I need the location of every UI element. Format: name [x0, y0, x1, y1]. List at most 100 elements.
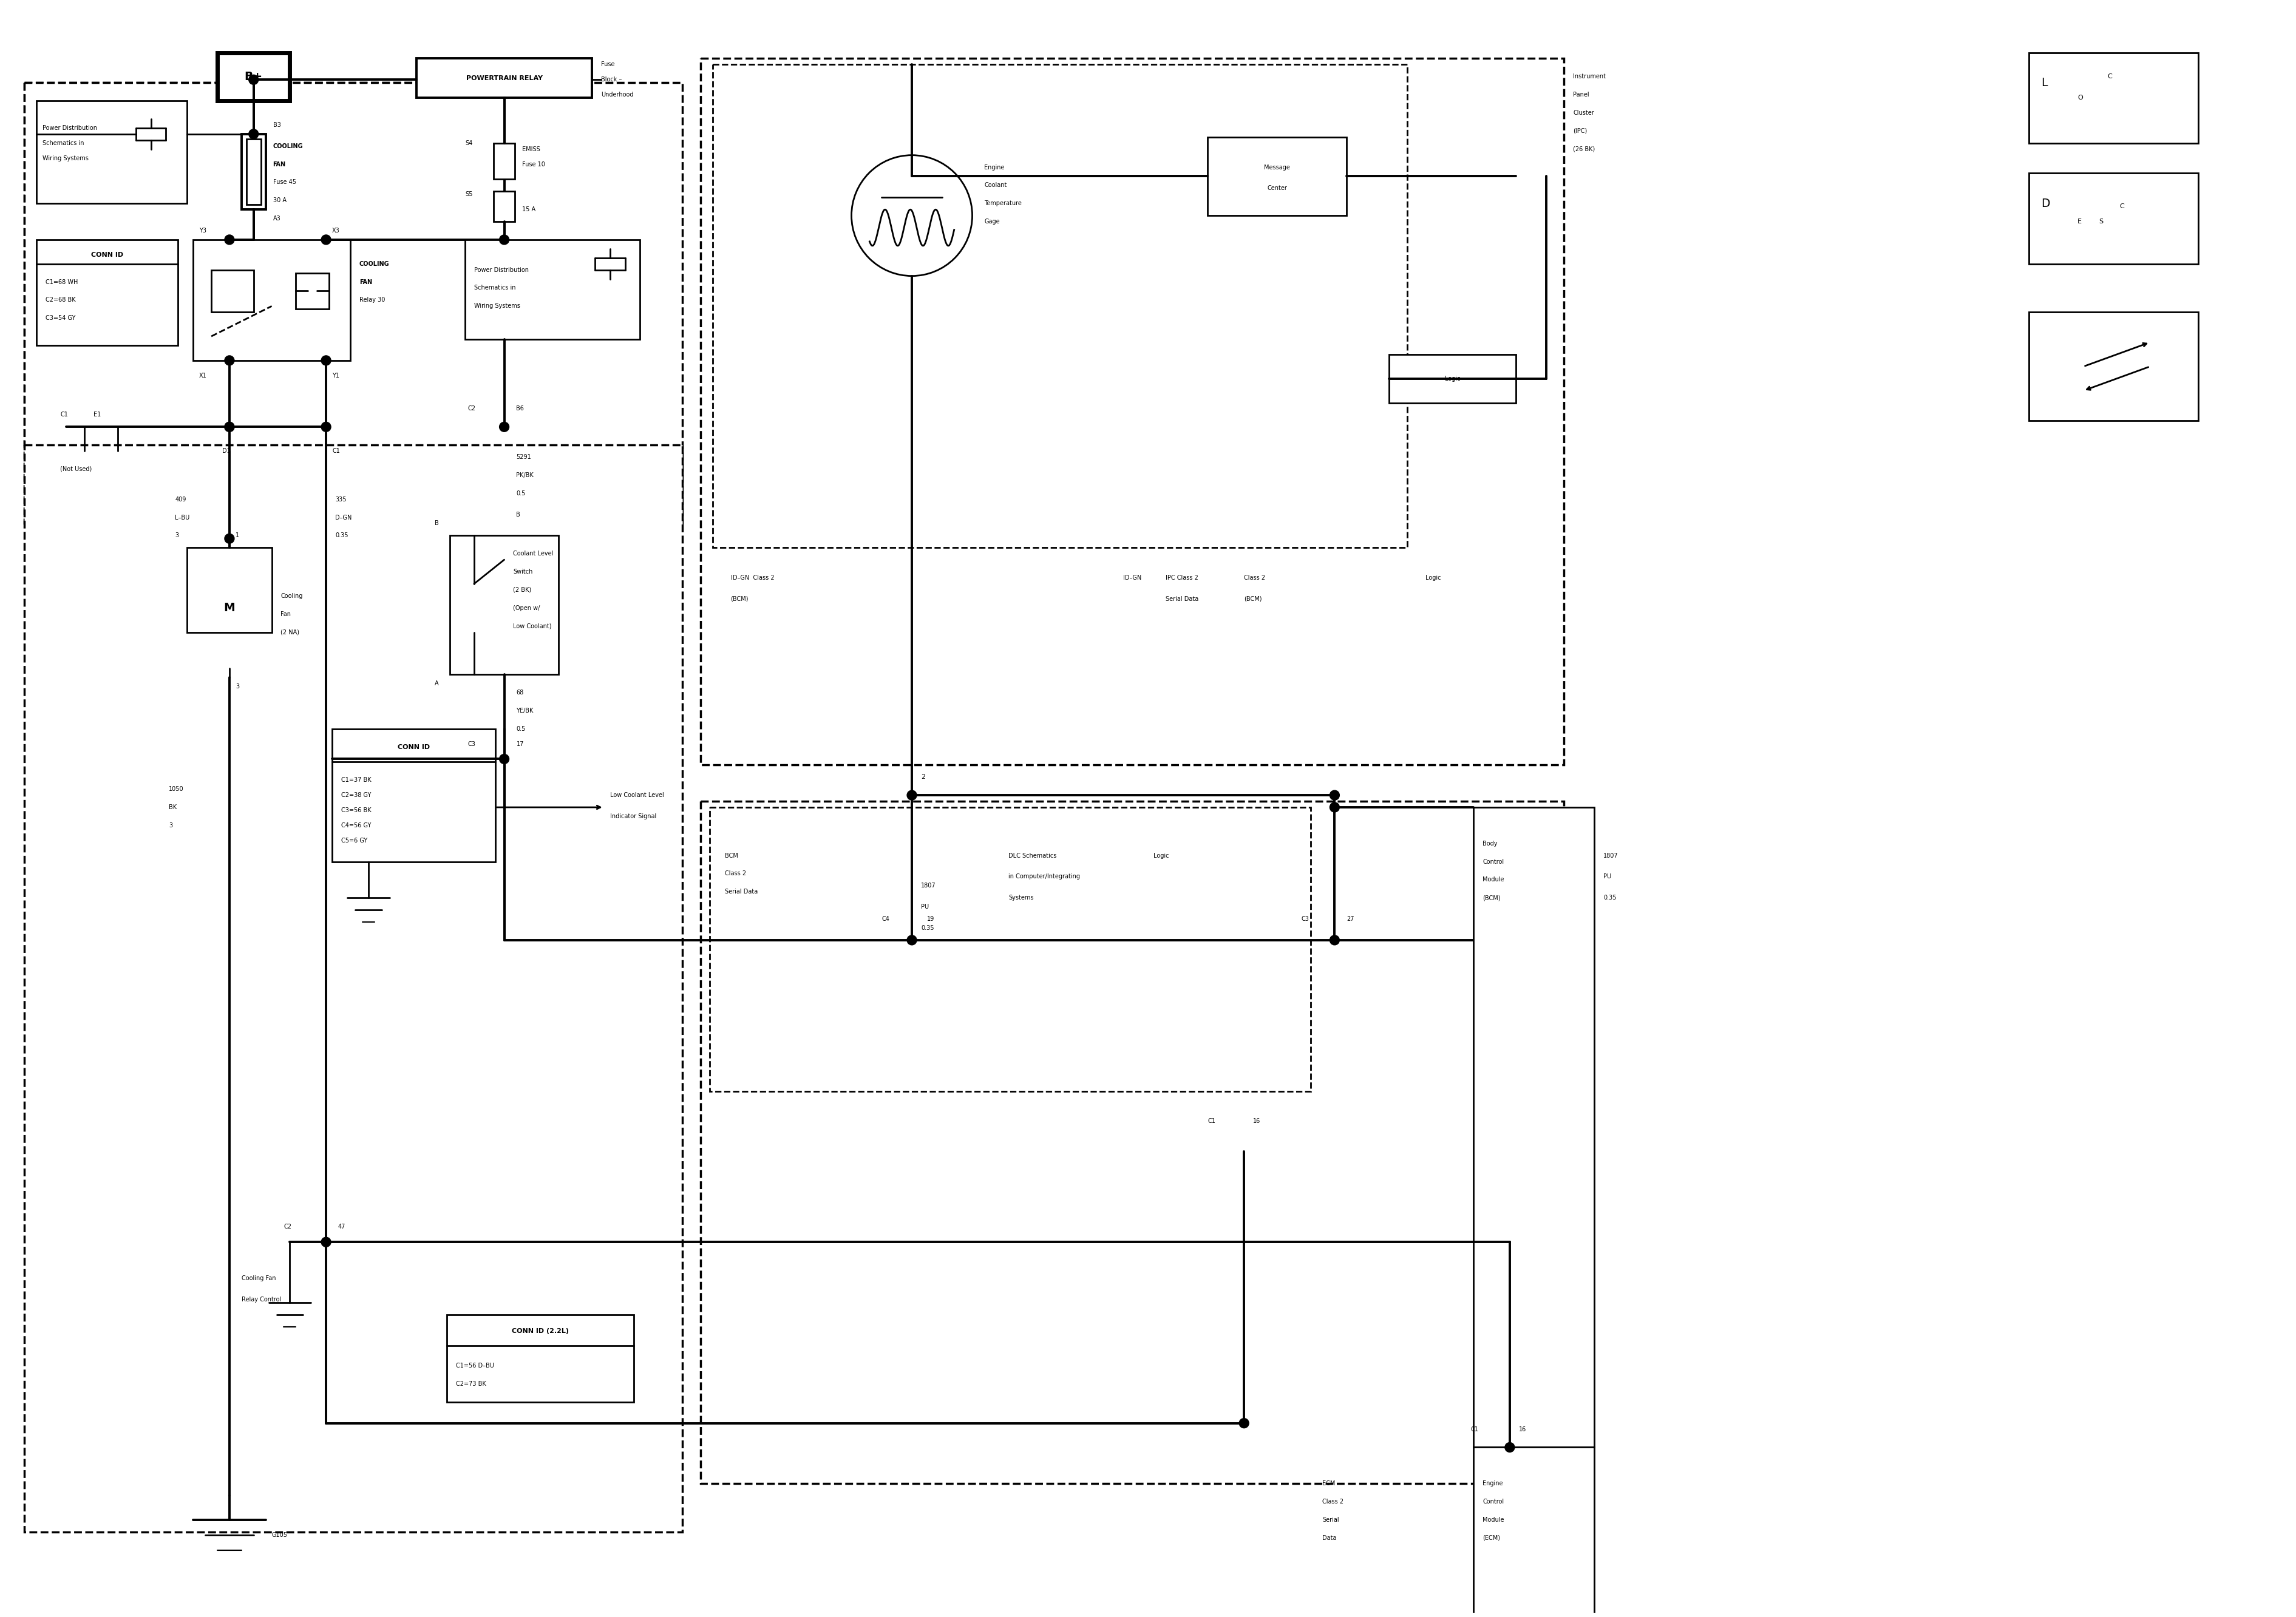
- Bar: [494, 191, 514, 222]
- Text: 16: 16: [1254, 1119, 1261, 1124]
- Text: (2 BK): (2 BK): [514, 587, 533, 593]
- Text: (2 NA): (2 NA): [280, 629, 298, 635]
- Text: COOLING: COOLING: [273, 142, 303, 149]
- Text: B3: B3: [273, 121, 280, 128]
- Text: EMISS: EMISS: [521, 146, 540, 152]
- Bar: [23, 82, 682, 524]
- Text: 1: 1: [236, 532, 239, 538]
- Bar: [211, 270, 253, 312]
- Text: CONN ID: CONN ID: [92, 252, 124, 257]
- Text: ID–GN: ID–GN: [1123, 574, 1141, 581]
- Circle shape: [501, 234, 510, 244]
- Text: B+: B+: [243, 71, 262, 82]
- Text: C1: C1: [333, 448, 340, 454]
- Text: 3: 3: [174, 532, 179, 538]
- Circle shape: [501, 422, 510, 432]
- Text: IPC Class 2: IPC Class 2: [1166, 574, 1199, 581]
- Text: Class 2: Class 2: [726, 870, 746, 876]
- Text: Instrument: Instrument: [1573, 74, 1605, 79]
- Text: PU: PU: [921, 904, 930, 910]
- Bar: [712, 65, 1407, 548]
- Text: Switch: Switch: [514, 569, 533, 574]
- Text: Relay Control: Relay Control: [241, 1297, 280, 1302]
- Bar: [2030, 52, 2197, 142]
- Text: Logic: Logic: [1153, 852, 1169, 859]
- Text: (BCM): (BCM): [1483, 894, 1502, 901]
- Text: S: S: [2099, 218, 2103, 225]
- Text: C1=68 WH: C1=68 WH: [46, 280, 78, 285]
- Text: Low Coolant Level: Low Coolant Level: [611, 792, 664, 799]
- Bar: [296, 273, 328, 309]
- Circle shape: [1329, 935, 1339, 944]
- Text: O: O: [2078, 95, 2082, 100]
- Text: Message: Message: [1265, 165, 1290, 170]
- Text: A: A: [434, 681, 439, 687]
- Text: X3: X3: [333, 228, 340, 234]
- Bar: [416, 58, 592, 97]
- Text: YE/BK: YE/BK: [517, 708, 533, 713]
- Text: Control: Control: [1483, 1499, 1504, 1505]
- Text: 3: 3: [236, 684, 239, 689]
- Text: (ECM): (ECM): [1483, 1535, 1499, 1541]
- Bar: [333, 729, 496, 862]
- Text: Power Distribution: Power Distribution: [41, 125, 96, 131]
- Text: Gage: Gage: [985, 218, 999, 225]
- Text: Relay 30: Relay 30: [358, 298, 386, 302]
- Text: (Not Used): (Not Used): [60, 466, 92, 472]
- Text: C5=6 GY: C5=6 GY: [342, 838, 367, 844]
- Text: Module: Module: [1483, 1517, 1504, 1523]
- Circle shape: [1329, 802, 1339, 812]
- Text: Center: Center: [1267, 186, 1288, 191]
- Circle shape: [1504, 1442, 1515, 1452]
- Text: C2=38 GY: C2=38 GY: [342, 792, 372, 799]
- Circle shape: [501, 754, 510, 763]
- Circle shape: [1240, 1418, 1249, 1428]
- Circle shape: [225, 356, 234, 365]
- Text: 1050: 1050: [170, 786, 184, 792]
- Text: 17: 17: [517, 741, 523, 747]
- Text: B: B: [517, 511, 521, 517]
- Text: G105: G105: [271, 1531, 287, 1538]
- Text: Fuse 10: Fuse 10: [521, 162, 546, 167]
- Bar: [193, 239, 351, 361]
- Text: C2=73 BK: C2=73 BK: [457, 1381, 487, 1387]
- Text: FAN: FAN: [273, 162, 285, 167]
- Text: C3=54 GY: C3=54 GY: [46, 315, 76, 322]
- Text: Fuse 45: Fuse 45: [273, 179, 296, 186]
- Bar: [37, 239, 179, 346]
- Text: BCM: BCM: [726, 852, 737, 859]
- Bar: [494, 142, 514, 179]
- Text: 3: 3: [170, 823, 172, 828]
- Text: (IPC): (IPC): [1573, 128, 1587, 134]
- Text: Wiring Systems: Wiring Systems: [473, 302, 521, 309]
- Text: Power Distribution: Power Distribution: [473, 267, 528, 273]
- Text: L: L: [2041, 78, 2048, 89]
- Text: Module: Module: [1483, 876, 1504, 883]
- Text: FAN: FAN: [358, 280, 372, 285]
- Text: C4=56 GY: C4=56 GY: [342, 823, 372, 828]
- Text: 27: 27: [1348, 915, 1355, 922]
- Text: Body: Body: [1483, 841, 1497, 847]
- Text: Class 2: Class 2: [1322, 1499, 1343, 1505]
- Bar: [23, 82, 459, 445]
- Text: S4: S4: [466, 141, 473, 146]
- Circle shape: [1329, 791, 1339, 800]
- Text: 1807: 1807: [1603, 852, 1619, 859]
- Text: ECM: ECM: [1322, 1481, 1336, 1486]
- Text: L–BU: L–BU: [174, 514, 191, 521]
- Text: C3=56 BK: C3=56 BK: [342, 807, 372, 813]
- Bar: [188, 548, 271, 632]
- Text: 5291: 5291: [517, 454, 530, 461]
- Text: 0.35: 0.35: [335, 532, 349, 538]
- Text: (26 BK): (26 BK): [1573, 146, 1596, 152]
- Text: Y1: Y1: [333, 372, 340, 378]
- Text: Temperature: Temperature: [985, 201, 1022, 207]
- Text: Control: Control: [1483, 859, 1504, 865]
- Text: S5: S5: [466, 191, 473, 197]
- Bar: [246, 139, 262, 205]
- Text: Block –: Block –: [602, 76, 622, 82]
- Circle shape: [225, 422, 234, 432]
- Text: A3: A3: [273, 215, 280, 222]
- Bar: [450, 535, 558, 674]
- Text: POWERTRAIN RELAY: POWERTRAIN RELAY: [466, 76, 542, 81]
